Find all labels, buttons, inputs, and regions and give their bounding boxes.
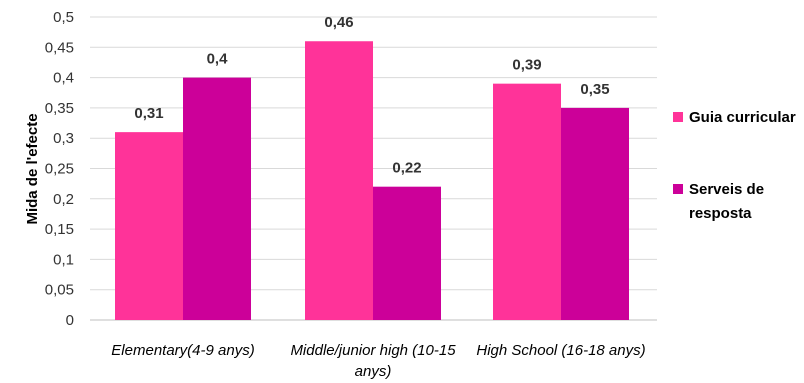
category-label: High School (16-18 anys) — [476, 342, 645, 359]
y-tick-label: 0,05 — [45, 282, 74, 299]
legend: Guia curricular Serveis de resposta — [673, 109, 796, 222]
category-label: Elementary(4-9 anys) — [111, 342, 254, 359]
legend-label: Guia curricular — [689, 109, 796, 126]
y-tick-label: 0,35 — [45, 100, 74, 117]
data-label: 0,46 — [324, 14, 353, 31]
legend-label: Serveis de resposta — [689, 181, 764, 222]
bar — [493, 83, 561, 320]
bar — [305, 41, 373, 321]
bar — [373, 186, 441, 320]
data-label: 0,22 — [392, 160, 421, 177]
data-label: 0,35 — [580, 81, 609, 98]
category-labels: Elementary(4-9 anys) Middle/junior high (… — [111, 342, 645, 380]
data-label: 0,4 — [207, 51, 229, 68]
category-label: Middle/junior high (10-15 anys) — [290, 342, 456, 380]
y-tick-label: 0,15 — [45, 221, 74, 238]
legend-swatch — [673, 184, 683, 194]
y-tick-label: 0,5 — [53, 9, 74, 26]
y-tick-label: 0,3 — [53, 130, 74, 147]
y-tick-label: 0,4 — [53, 70, 74, 87]
y-axis-ticks: 0 0,05 0,1 0,15 0,2 0,25 0,3 0,35 0,4 0,45 0,5 — [45, 9, 74, 329]
y-tick-label: 0,45 — [45, 39, 74, 56]
legend-swatch — [673, 112, 683, 122]
y-tick-label: 0,25 — [45, 161, 74, 178]
y-axis-title: Mida de l'efecte — [24, 113, 41, 224]
bar — [561, 107, 629, 321]
data-label: 0,31 — [134, 105, 163, 122]
y-tick-label: 0,2 — [53, 191, 74, 208]
y-tick-label: 0,1 — [53, 251, 74, 268]
data-label: 0,39 — [512, 57, 541, 74]
value-labels: 0,31 0,46 0,39 0,4 0,22 0,35 — [134, 14, 609, 176]
y-tick-label: 0 — [66, 312, 74, 329]
bars — [115, 41, 629, 321]
bar — [183, 77, 251, 320]
bar — [115, 132, 183, 320]
